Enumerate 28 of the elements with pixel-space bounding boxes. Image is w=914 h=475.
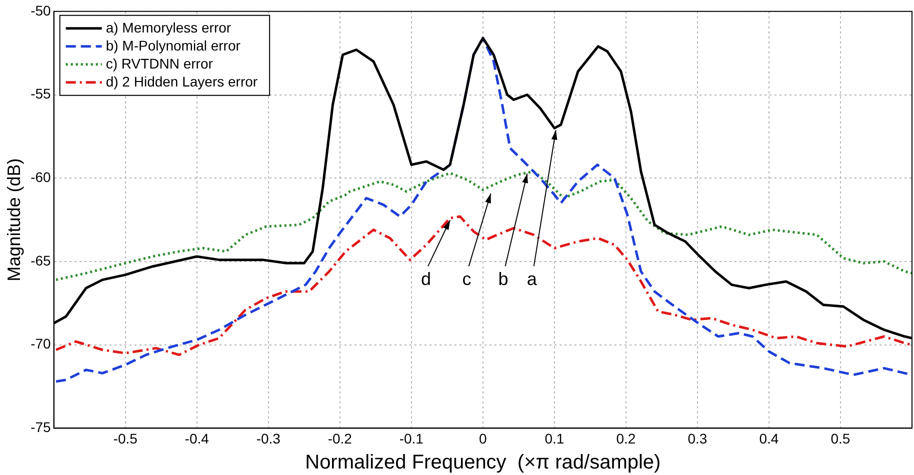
x-tick-label: 0.1	[544, 430, 564, 446]
x-tick-label: 0.2	[616, 430, 636, 446]
y-axis-title: Magnitude (dB)	[4, 158, 24, 282]
y-tick-label: -65	[30, 252, 52, 268]
annotation: b	[498, 269, 508, 290]
x-tick-label: -0.3	[256, 430, 281, 446]
y-tick-label: -70	[30, 336, 52, 352]
x-tick-label: 0.3	[688, 430, 708, 446]
x-tick-label: -0.5	[113, 430, 138, 446]
annotation: c	[462, 269, 472, 290]
x-tick-label: 0.4	[759, 430, 779, 446]
legend-label: d) 2 Hidden Layers error	[106, 73, 258, 90]
annotation: d	[421, 269, 432, 290]
legend-label: b) M-Polynomial error	[106, 37, 241, 54]
y-tick-label: -55	[30, 86, 52, 102]
y-tick-label: -75	[30, 419, 52, 436]
line-series	[54, 215, 912, 356]
x-tick-label: -0.1	[399, 430, 424, 446]
legend-label: c) RVTDNN error	[106, 55, 214, 72]
x-tick-label: 0	[479, 430, 488, 446]
legend-label: a) Memoryless error	[106, 19, 232, 36]
x-tick-label: 0.5	[830, 430, 850, 446]
annotation: a	[526, 269, 538, 290]
y-tick-label: -60	[30, 168, 52, 185]
x-tick-label: -0.2	[328, 430, 352, 446]
x-tick-label: -0.4	[184, 430, 210, 446]
y-tick-label: -50	[30, 2, 52, 18]
x-axis-title: Normalized Frequency (×π rad/sample)	[305, 452, 661, 474]
